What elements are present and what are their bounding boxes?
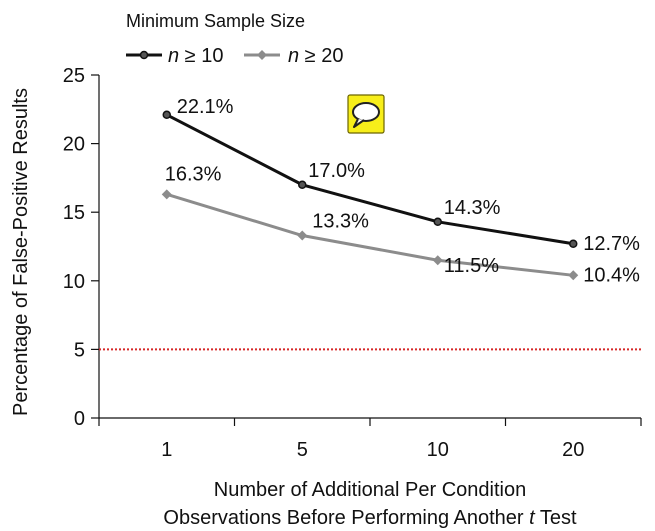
series-layer: 22.1% 17.0% 14.3% 12.7% 16.3% 13.3% 11.5% 10.4% (161, 96, 640, 286)
data-label-n20-10: 11.5% (444, 255, 499, 277)
y-tick-label-5: 5 (74, 339, 85, 361)
legend-label-n20-rest: ≥ 20 (299, 45, 343, 67)
legend-title: Minimum Sample Size (126, 11, 305, 31)
y-tick-label-0: 0 (74, 408, 85, 430)
data-label-n10-1: 22.1% (177, 96, 234, 118)
point-n20-1 (161, 189, 172, 200)
point-n20-20 (568, 270, 579, 281)
legend-entry-n20: n ≥ 20 (244, 45, 343, 67)
point-n20-10 (432, 255, 443, 266)
point-n10-5 (298, 180, 307, 190)
legend: Minimum Sample Size n ≥ 10 n ≥ 20 (126, 11, 343, 67)
y-axis-label: Percentage of False-Positive Results (10, 88, 32, 416)
svg-text:n ≥ 20: n ≥ 20 (288, 45, 343, 67)
legend-marker-n20 (257, 50, 267, 60)
x-tick-label-5: 5 (297, 439, 308, 461)
x-axis-label-line2: Observations Before Performing Another t… (163, 507, 577, 529)
point-n10-1 (162, 110, 171, 120)
point-n10-20 (569, 239, 578, 249)
series-line-n20 (166, 192, 574, 277)
data-label-n10-5: 17.0% (308, 160, 365, 182)
x-ticks: 1 5 10 20 (98, 418, 642, 461)
legend-label-n10-var: n (168, 45, 179, 67)
y-tick-label-25: 25 (63, 65, 85, 87)
data-label-n20-1: 16.3% (165, 163, 222, 185)
point-n20-5 (297, 230, 308, 241)
y-ticks: 0 5 10 15 20 25 (63, 65, 99, 430)
series-line-n10 (166, 113, 574, 246)
data-label-n20-20: 10.4% (583, 264, 640, 286)
legend-marker-n10 (139, 50, 149, 60)
point-n10-10 (433, 217, 442, 227)
data-label-n10-10: 14.3% (444, 197, 501, 219)
x-axis-label-line1: Number of Additional Per Condition (214, 479, 526, 501)
legend-label-n20-var: n (288, 45, 299, 67)
svg-text:n ≥ 10: n ≥ 10 (168, 45, 223, 67)
x-tick-label-10: 10 (427, 439, 449, 461)
speech-bubble-icon (347, 94, 385, 134)
data-label-n10-20: 12.7% (583, 233, 640, 255)
x-tick-label-20: 20 (562, 439, 584, 461)
y-tick-label-10: 10 (63, 271, 85, 293)
y-tick-label-15: 15 (63, 202, 85, 224)
data-label-n20-5: 13.3% (312, 211, 369, 233)
y-tick-label-20: 20 (63, 134, 85, 156)
x-tick-label-1: 1 (161, 439, 172, 461)
legend-label-n10-rest: ≥ 10 (179, 45, 223, 67)
legend-entry-n10: n ≥ 10 (126, 45, 223, 67)
